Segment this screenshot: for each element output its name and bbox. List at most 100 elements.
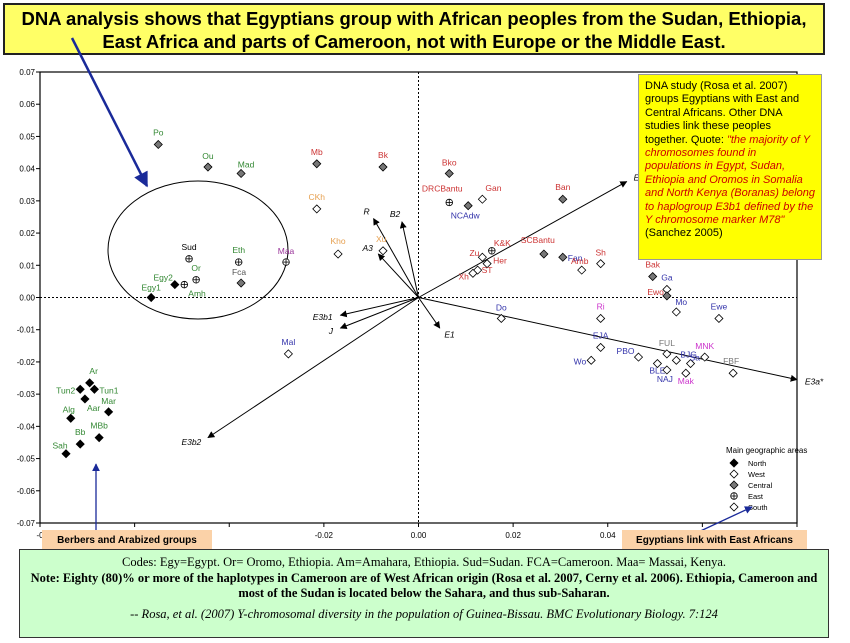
point-label: Kho	[331, 236, 346, 246]
y-tick-label: 0.04	[19, 165, 35, 174]
legend-entry: South	[748, 503, 768, 512]
point-label: Bk	[378, 150, 389, 160]
point-label: Ban	[555, 182, 570, 192]
point-marker	[662, 365, 672, 375]
y-tick-label: -0.02	[17, 358, 36, 367]
point-marker	[652, 358, 662, 369]
vector-R	[373, 217, 419, 298]
legend-marker	[730, 492, 738, 500]
legend-marker	[729, 469, 739, 479]
point-label: Zu	[469, 248, 479, 258]
point-marker	[282, 258, 290, 266]
point-label: MNK	[695, 341, 714, 351]
y-tick-label: 0.02	[19, 229, 35, 238]
point-label: EJA	[593, 330, 609, 340]
point-marker	[482, 259, 492, 269]
point-label: ST	[482, 265, 493, 275]
point-marker	[700, 352, 710, 362]
point-marker	[236, 278, 246, 288]
y-tick-label: -0.03	[17, 390, 36, 399]
point-marker	[192, 276, 200, 284]
y-tick-label: 0.01	[19, 261, 35, 270]
point-label: CKh	[309, 192, 326, 202]
vector-label: E3b1	[313, 312, 333, 322]
point-marker	[539, 249, 549, 259]
point-label: Or	[191, 263, 201, 273]
point-marker	[180, 280, 189, 289]
pointer-arrow-to-east-africans	[693, 506, 753, 535]
y-tick-label: 0.06	[19, 100, 35, 109]
point-marker	[312, 204, 322, 214]
vector-label: E3a*	[805, 376, 824, 386]
point-marker	[662, 349, 672, 359]
point-label: FBF	[723, 356, 739, 366]
point-marker	[85, 378, 95, 388]
point-label: Sah	[52, 441, 67, 451]
point-label: Po	[153, 127, 164, 137]
point-marker	[80, 394, 90, 404]
point-marker	[312, 159, 322, 169]
point-label: Eth	[232, 245, 245, 255]
caption-note: Note: Eighty (80)% or more of the haplot…	[30, 570, 818, 601]
point-marker	[648, 271, 658, 282]
point-label: Ri	[597, 301, 605, 311]
rosa-study-note: DNA study (Rosa et al. 2007) groups Egyp…	[638, 74, 822, 260]
point-marker	[378, 246, 388, 256]
point-label: Sa	[690, 353, 701, 363]
egypt-sudan-cluster-ellipse	[107, 180, 289, 320]
point-marker	[94, 433, 104, 443]
point-label: Ou	[202, 151, 214, 161]
vector-E3b1	[339, 297, 419, 318]
caption-codes: Codes: Egy=Egypt. Or= Oromo, Ethiopia. A…	[121, 555, 727, 569]
east-africans-tag: Egyptians link with East Africans	[622, 530, 807, 550]
point-label: Mal	[282, 337, 296, 347]
y-tick-label: -0.07	[17, 519, 36, 528]
point-label: Mb	[311, 147, 323, 157]
point-marker	[496, 313, 506, 324]
vector-label: J	[328, 326, 334, 336]
point-marker	[468, 268, 478, 278]
point-label: Gan	[485, 183, 501, 193]
point-marker	[681, 368, 691, 378]
note-intro: DNA study (Rosa et al. 2007) groups Egyp…	[645, 80, 800, 146]
point-label: Fca	[232, 267, 246, 277]
point-marker	[61, 449, 71, 459]
point-marker	[75, 439, 85, 449]
point-label: Sh	[595, 248, 606, 258]
legend-marker	[729, 480, 739, 490]
point-label: Tun1	[99, 385, 118, 395]
point-marker	[89, 384, 99, 394]
legend-title: Main geographic areas	[726, 446, 807, 455]
point-marker	[66, 413, 76, 423]
legend-entry: North	[748, 459, 766, 468]
point-marker	[378, 162, 388, 172]
point-marker	[283, 349, 293, 359]
point-label: Sud	[181, 242, 196, 252]
point-label: Egy2	[153, 273, 173, 283]
point-marker	[558, 252, 568, 262]
vector-label: E1	[444, 330, 455, 340]
vector-label: R	[363, 207, 369, 217]
headline-text: DNA analysis shows that Egyptians group …	[21, 8, 807, 52]
pointer-arrow-to-cluster	[70, 37, 149, 188]
y-tick-label: 0.00	[19, 294, 35, 303]
x-tick-label: 0.02	[505, 531, 521, 540]
point-label: Mak	[678, 376, 695, 386]
point-label: NCAdw	[451, 211, 481, 221]
point-label: DRCBantu	[422, 183, 463, 193]
x-tick-label: 0.04	[600, 531, 616, 540]
point-label: Wo	[574, 356, 587, 366]
point-label: Amh	[188, 289, 206, 299]
point-marker	[728, 368, 738, 378]
point-label: Ewe	[711, 301, 728, 311]
point-label: K&K	[494, 238, 511, 248]
y-tick-label: -0.05	[17, 455, 36, 464]
legend-marker	[729, 502, 739, 512]
y-axis: 0.07 0.06 0.05 0.04 0.03 0.02 0.01 0.00 -0.01 -0.…	[17, 68, 40, 528]
caption-citation: -- Rosa, et al. (2007) Y-chromosomal div…	[130, 606, 718, 621]
point-label: Maa	[278, 246, 295, 256]
point-label: Mo	[675, 297, 687, 307]
note-quote: "the majority of Y chromosomes found in …	[645, 133, 815, 227]
point-label: Ga	[661, 272, 673, 282]
y-tick-label: 0.03	[19, 197, 35, 206]
